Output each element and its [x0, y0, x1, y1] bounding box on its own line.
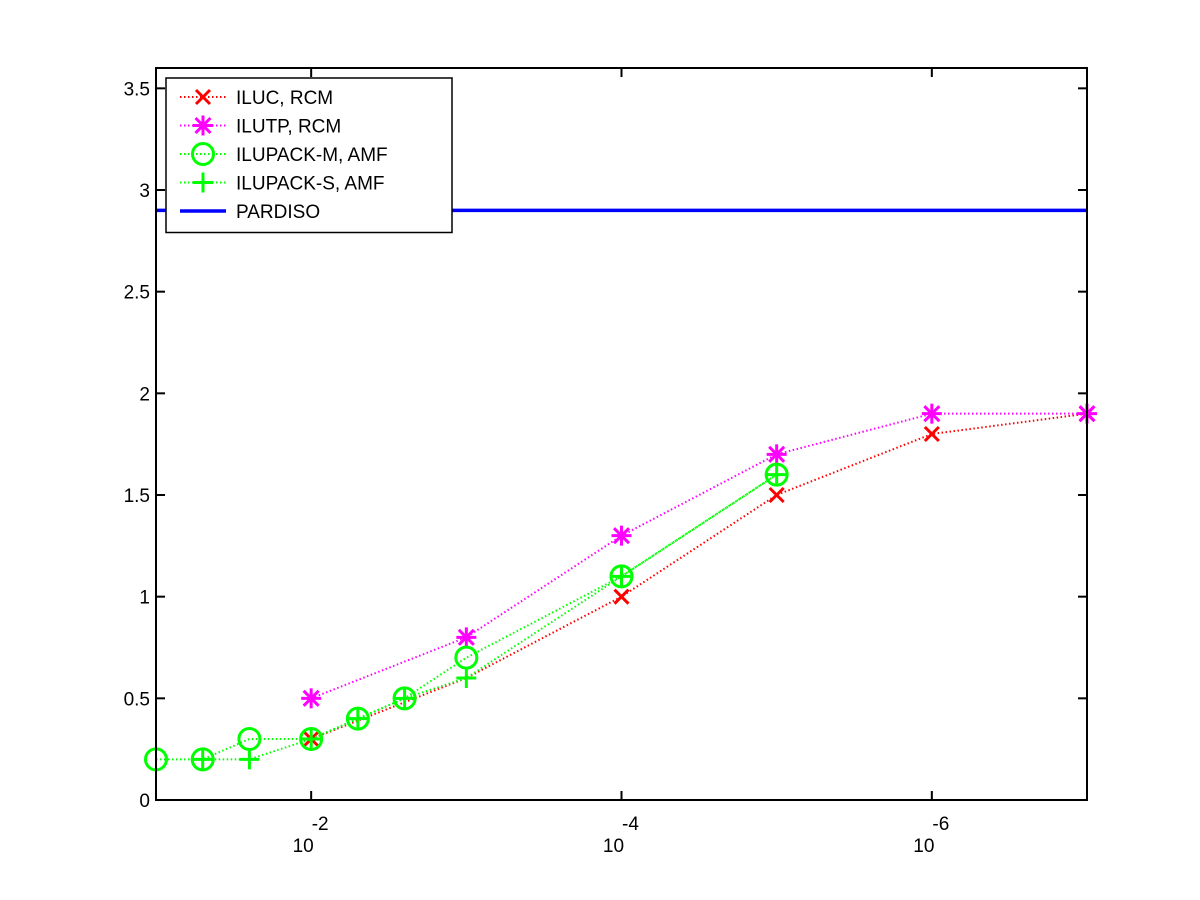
data-point-ilupack-s-amf-1: [239, 749, 260, 770]
legend-entry-pardiso: PARDISO: [180, 202, 320, 223]
x-tick-exponent: -4: [622, 814, 639, 835]
y-tick-label: 1: [139, 588, 150, 609]
data-point-ilupack-m-amf-1: [190, 747, 215, 772]
data-point-ilutp-rcm-4: [921, 403, 942, 424]
y-tick-label: 0: [139, 791, 150, 812]
y-tick-label: 0.5: [124, 689, 150, 710]
data-point-ilupack-s-amf-5: [456, 668, 477, 688]
legend-label: ILUPACK-S, AMF: [236, 174, 385, 195]
y-tick-label: 3.5: [124, 79, 150, 100]
data-point-iluc-rcm-1: [613, 588, 630, 605]
legend-label: PARDISO: [236, 202, 320, 223]
y-tick-label: 2: [139, 384, 150, 405]
data-point-ilutp-rcm-2: [611, 525, 632, 546]
legend-label: ILUPACK-M, AMF: [236, 145, 388, 166]
data-point-ilupack-s-amf-0: [192, 749, 213, 770]
series-line-ilupack-m-amf: [156, 473, 778, 761]
legend-marker: [194, 88, 212, 106]
legend-entry-ilupack-m-amf: ILUPACK-M, AMF: [180, 142, 388, 166]
data-point-ilupack-s-amf-2: [301, 729, 322, 749]
x-tick-base: 10: [603, 836, 624, 857]
y-tick-label: 2.5: [124, 283, 150, 304]
x-tick-base: 10: [293, 836, 314, 857]
series-ilutp-rcm: [301, 403, 1097, 709]
data-point-ilupack-m-amf-3: [299, 727, 324, 751]
data-point-ilutp-rcm-0: [301, 688, 322, 709]
legend-label: ILUC, RCM: [236, 88, 333, 109]
series-line-iluc-rcm: [310, 412, 1088, 740]
data-point-ilupack-s-amf-4: [394, 688, 415, 709]
y-tick-label: 3: [139, 181, 150, 202]
legend-entry-iluc-rcm: ILUC, RCM: [180, 88, 333, 109]
x-tick-exponent: -2: [312, 814, 329, 835]
data-point-iluc-rcm-2: [768, 486, 785, 504]
data-point-ilupack-s-amf-3: [347, 708, 368, 729]
data-point-ilupack-s-amf-7: [766, 464, 787, 485]
data-point-ilupack-m-amf-7: [609, 564, 634, 589]
data-point-ilupack-m-amf-5: [392, 686, 417, 711]
legend-entry-ilupack-s-amf: ILUPACK-S, AMF: [180, 172, 385, 195]
series-ilupack-s-amf: [192, 464, 787, 770]
legend-marker: [193, 172, 213, 193]
data-point-ilutp-rcm-1: [456, 627, 477, 648]
legend-label: ILUTP, RCM: [236, 117, 341, 138]
legend-marker: [193, 115, 213, 136]
y-tick-label: 1.5: [124, 486, 150, 507]
x-tick-base: 10: [913, 836, 934, 857]
legend-entry-ilutp-rcm: ILUTP, RCM: [180, 115, 341, 138]
legend: ILUC, RCM ILUTP, RCM ILUPACK-M, AMF ILUPACK…: [165, 77, 453, 234]
data-point-ilupack-m-amf-4: [345, 706, 370, 731]
x-tick-exponent: -6: [932, 814, 949, 835]
data-point-ilupack-s-amf-6: [611, 566, 632, 587]
axes: 00.511.522.533.5-210-410-610: [124, 67, 1088, 857]
data-point-ilupack-m-amf-8: [764, 462, 789, 487]
data-point-iluc-rcm-3: [923, 425, 940, 443]
legend-marker: [191, 142, 215, 166]
data-point-ilutp-rcm-3: [766, 444, 787, 465]
series-line-ilupack-s-amf: [202, 473, 778, 761]
